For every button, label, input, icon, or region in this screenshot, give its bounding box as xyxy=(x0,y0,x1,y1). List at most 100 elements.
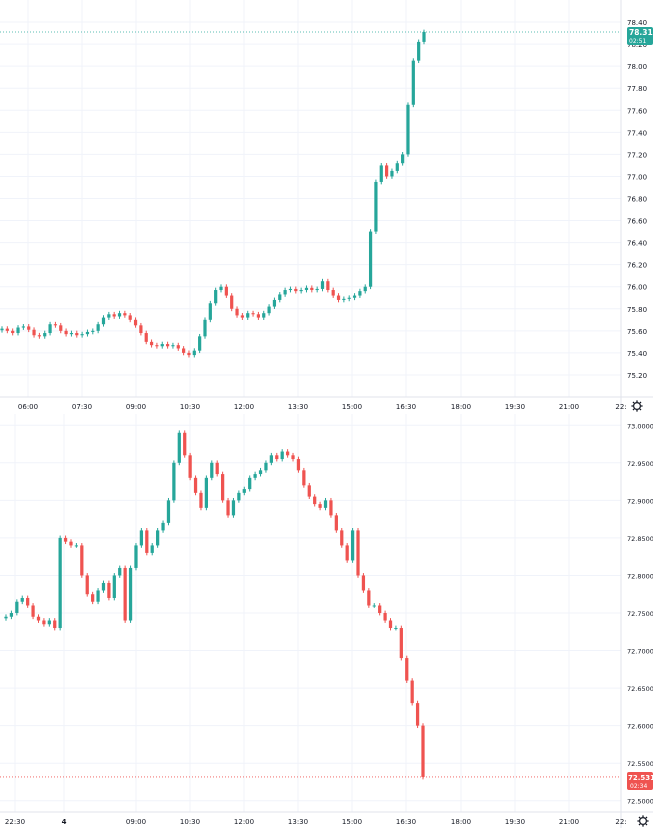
candle-down xyxy=(385,163,389,179)
candle-up xyxy=(171,342,175,349)
time-tick-label: 4 xyxy=(62,818,67,826)
candle-body xyxy=(172,462,176,501)
candle-down xyxy=(144,330,148,345)
candle-body xyxy=(421,725,425,777)
candle-down xyxy=(291,452,295,462)
candle-body xyxy=(267,306,271,314)
candle-down xyxy=(128,313,132,323)
candle-body xyxy=(313,496,317,505)
candle-down xyxy=(91,591,95,605)
price-tick-label: 72.9000 xyxy=(627,497,653,505)
candle-down xyxy=(230,293,234,312)
candle-up xyxy=(237,490,241,503)
lower-grid xyxy=(0,414,622,812)
upper-candlestick-chart[interactable]: 78.40 78.20 78.00 77.80 77.60 77.40 77.20 77.00… xyxy=(0,0,653,414)
time-tick-label: 13:30 xyxy=(288,403,308,411)
candle-body xyxy=(378,605,382,613)
candle-up xyxy=(43,330,47,339)
candle-down xyxy=(331,287,335,298)
candle-body xyxy=(31,605,35,617)
lower-time-axis[interactable]: 22:30 4 09:00 10:30 12:00 13:30 15:00 16:30 18:0… xyxy=(5,818,627,826)
candle-body xyxy=(208,303,212,320)
upper-price-axis[interactable]: 78.40 78.20 78.00 77.80 77.60 77.40 77.20 77.00… xyxy=(627,19,647,380)
candle-body xyxy=(91,594,95,602)
candle-down xyxy=(336,293,341,303)
price-tick-label: 76.80 xyxy=(627,196,647,204)
candle-body xyxy=(272,299,277,307)
candle-down xyxy=(224,284,228,298)
candle-body xyxy=(296,459,301,471)
candle-body xyxy=(171,345,175,347)
price-tick-label: 75.60 xyxy=(627,328,647,336)
candle-up xyxy=(96,588,100,605)
candle-down xyxy=(188,452,192,481)
candle-down xyxy=(69,539,73,548)
candle-up xyxy=(134,543,138,571)
candle-up xyxy=(406,102,410,157)
candle-up xyxy=(166,497,171,526)
candle-up xyxy=(85,329,90,337)
candle-body xyxy=(410,680,414,704)
price-tick-label: 76.60 xyxy=(627,218,647,226)
candle-up xyxy=(139,528,144,548)
candle-body xyxy=(347,297,351,299)
lower-chart-panel[interactable]: 73.0000 72.9500 72.9000 72.8500 72.8000 72.75… xyxy=(0,414,653,828)
gear-icon xyxy=(637,815,649,827)
candle-body xyxy=(367,590,371,606)
candle-body xyxy=(417,41,421,61)
candle-down xyxy=(421,723,425,780)
upper-chart-panel[interactable]: 78.40 78.20 78.00 77.80 77.60 77.40 77.20 77.00… xyxy=(0,0,653,414)
candle-down xyxy=(36,614,41,623)
candle-body xyxy=(318,504,322,508)
candle-body xyxy=(240,315,244,318)
lower-last-price-label: 72.5317 02:34 xyxy=(627,772,653,790)
candle-up xyxy=(352,293,357,301)
candle-up xyxy=(264,460,268,473)
lower-candlestick-chart[interactable]: 73.0000 72.9500 72.9000 72.8500 72.8000 72.75… xyxy=(0,414,653,828)
lower-candles xyxy=(0,430,621,780)
candle-body xyxy=(401,154,405,164)
price-tick-label: 75.80 xyxy=(627,306,647,314)
price-tick-label: 75.40 xyxy=(627,350,647,358)
candle-body xyxy=(219,286,223,291)
lower-last-price-value: 72.5317 xyxy=(628,774,653,782)
candle-body xyxy=(107,582,111,598)
candle-body xyxy=(139,325,143,334)
upper-time-axis[interactable]: 06:00 07:30 09:00 10:30 12:00 13:30 15:00 16:30… xyxy=(18,403,627,411)
candle-up xyxy=(47,618,51,627)
upper-settings-button[interactable] xyxy=(631,400,643,412)
time-tick-label: 19:30 xyxy=(505,818,525,826)
candle-body xyxy=(80,334,84,336)
candle-body xyxy=(288,288,293,291)
candle-body xyxy=(256,314,261,318)
candle-down xyxy=(176,342,180,351)
upper-last-price-badge xyxy=(627,27,653,45)
candle-down xyxy=(251,310,255,317)
candle-up xyxy=(101,315,106,327)
lower-countdown: 02:34 xyxy=(630,783,647,790)
candle-down xyxy=(149,339,154,348)
lower-price-axis[interactable]: 73.0000 72.9500 72.9000 72.8500 72.8000 72.75… xyxy=(627,422,653,805)
candle-up xyxy=(258,467,263,477)
price-tick-label: 72.5500 xyxy=(627,760,653,768)
candle-body xyxy=(145,530,149,553)
candle-body xyxy=(304,287,309,291)
candle-body xyxy=(74,545,79,547)
candle-up xyxy=(283,287,287,297)
candle-down xyxy=(220,471,225,503)
candle-up xyxy=(91,328,95,335)
candle-up xyxy=(278,292,282,303)
candle-body xyxy=(4,616,8,619)
price-tick-label: 77.40 xyxy=(627,129,647,137)
candle-body xyxy=(237,492,241,501)
candle-body xyxy=(85,331,90,335)
candle-up xyxy=(262,310,266,320)
lower-settings-button[interactable] xyxy=(637,815,649,827)
time-tick-label: 12:00 xyxy=(234,403,254,411)
upper-countdown: 02:51 xyxy=(629,38,646,45)
candle-body xyxy=(96,590,100,602)
candle-body xyxy=(85,575,89,595)
candle-body xyxy=(307,485,311,497)
candle-up xyxy=(390,168,394,179)
candle-body xyxy=(188,455,192,478)
